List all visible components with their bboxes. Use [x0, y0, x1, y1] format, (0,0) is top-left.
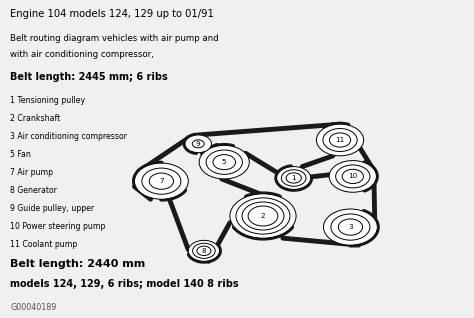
Circle shape: [338, 219, 363, 235]
Text: 7 Air pump: 7 Air pump: [10, 168, 53, 177]
Text: 5: 5: [222, 159, 227, 165]
Circle shape: [331, 214, 370, 240]
Text: 7: 7: [159, 178, 164, 184]
Circle shape: [323, 128, 357, 151]
Circle shape: [149, 173, 173, 189]
Circle shape: [342, 169, 364, 183]
Text: 9: 9: [196, 141, 201, 147]
Text: 5 Fan: 5 Fan: [10, 150, 31, 159]
Text: 1: 1: [292, 175, 296, 181]
Text: 3: 3: [348, 224, 353, 230]
Circle shape: [336, 165, 370, 188]
Text: G00040189: G00040189: [10, 303, 56, 312]
Text: 8: 8: [201, 248, 206, 254]
Circle shape: [329, 161, 376, 192]
Circle shape: [192, 243, 215, 259]
Circle shape: [242, 202, 284, 230]
Text: Engine 104 models 124, 129 up to 01/91: Engine 104 models 124, 129 up to 01/91: [10, 9, 214, 19]
Circle shape: [185, 135, 211, 153]
Circle shape: [206, 150, 242, 174]
Circle shape: [323, 209, 377, 245]
Text: Belt length: 2445 mm; 6 ribs: Belt length: 2445 mm; 6 ribs: [10, 72, 168, 82]
Text: 9 Guide pulley, upper: 9 Guide pulley, upper: [10, 204, 94, 213]
Circle shape: [236, 198, 290, 234]
Circle shape: [213, 155, 236, 170]
Circle shape: [142, 168, 181, 194]
Text: 10: 10: [348, 173, 357, 179]
Text: 8 Generator: 8 Generator: [10, 186, 57, 195]
Circle shape: [197, 246, 211, 256]
Text: 2 Crankshaft: 2 Crankshaft: [10, 114, 60, 123]
Text: Belt routing diagram vehicles with air pump and: Belt routing diagram vehicles with air p…: [10, 34, 219, 43]
Circle shape: [135, 163, 188, 199]
Text: 1 Tensioning pulley: 1 Tensioning pulley: [10, 96, 85, 105]
Circle shape: [286, 173, 301, 183]
Circle shape: [192, 140, 204, 148]
Text: 11: 11: [336, 137, 345, 143]
Text: with air conditioning compressor,: with air conditioning compressor,: [10, 50, 154, 59]
Circle shape: [317, 124, 364, 156]
Text: 2: 2: [261, 213, 265, 219]
Circle shape: [248, 206, 278, 226]
Circle shape: [329, 133, 351, 147]
Text: 10 Power steering pump: 10 Power steering pump: [10, 222, 106, 231]
Circle shape: [277, 167, 311, 190]
Circle shape: [230, 194, 296, 238]
Text: 3 Air conditioning compressor: 3 Air conditioning compressor: [10, 132, 127, 141]
Circle shape: [282, 170, 306, 186]
Text: 11 Coolant pump: 11 Coolant pump: [10, 240, 77, 249]
Text: models 124, 129, 6 ribs; model 140 8 ribs: models 124, 129, 6 ribs; model 140 8 rib…: [10, 279, 239, 289]
Text: Belt length: 2440 mm: Belt length: 2440 mm: [10, 259, 146, 269]
Circle shape: [188, 240, 219, 261]
Circle shape: [199, 145, 249, 179]
